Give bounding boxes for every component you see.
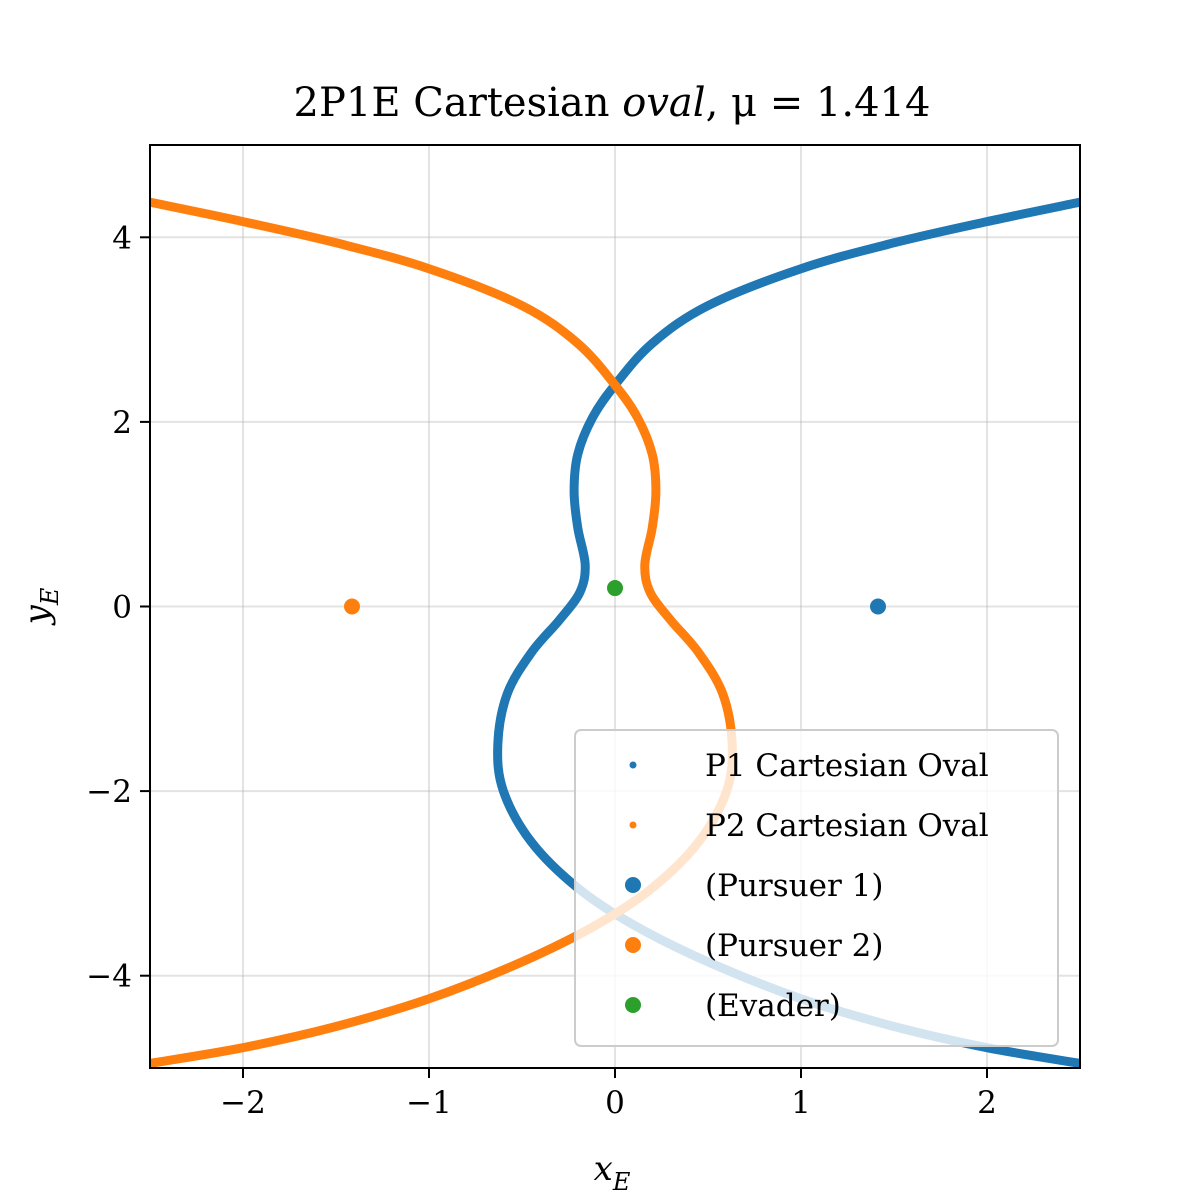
evader-legend-label: (Evader) [705, 988, 841, 1024]
p2-cartesian-oval-legend-label: P2 Cartesian Oval [705, 808, 989, 844]
y-tick-label: −4 [86, 959, 132, 995]
legend-box [574, 729, 1059, 1047]
x-tick-label: 2 [977, 1085, 997, 1121]
p1-cartesian-oval-legend-marker [629, 761, 637, 769]
x-axis-label-base: x [594, 1149, 613, 1189]
evader-legend-marker [625, 997, 641, 1013]
y-tick-label: 0 [112, 590, 132, 626]
pursuer-1-legend-marker [625, 877, 641, 893]
p2-cartesian-oval-curve [150, 197, 737, 1068]
ticks: −2 −1 0 1 2 −4 −2 0 2 4 [86, 220, 997, 1121]
y-axis-label: yE [17, 587, 64, 626]
y-tick-label: 2 [112, 405, 132, 441]
x-tick-label: 0 [605, 1085, 625, 1121]
evader-marker [607, 580, 623, 597]
y-tick-label: 4 [112, 220, 132, 256]
p1-cartesian-oval-legend-label: P1 Cartesian Oval [705, 748, 989, 784]
y-axis-label-base: y [17, 604, 57, 626]
pursuer-2-legend-label: (Pursuer 2) [705, 928, 883, 964]
x-axis-label: xE [594, 1149, 631, 1196]
pursuer-2-legend-marker [625, 937, 641, 953]
x-tick-label: 1 [791, 1085, 811, 1121]
x-tick-label: −2 [220, 1085, 266, 1121]
title-italic: oval [622, 80, 705, 126]
y-tick-label: −2 [86, 774, 132, 810]
x-tick-label: −1 [406, 1085, 452, 1121]
x-axis-label-sub: E [612, 1168, 631, 1196]
pursuer-1-marker [870, 598, 887, 615]
p2-cartesian-oval-legend-marker [629, 821, 637, 829]
y-axis-label-sub: E [36, 587, 64, 606]
title-plain: 2P1E Cartesian [294, 80, 623, 126]
pursuer-2-marker [343, 598, 360, 615]
pursuer-1-legend-label: (Pursuer 1) [705, 868, 883, 904]
title-rest: , μ = 1.414 [706, 80, 931, 126]
markers [343, 580, 887, 615]
chart-title: 2P1E Cartesian oval, μ = 1.414 [294, 80, 931, 126]
legend: P1 Cartesian Oval P2 Cartesian Oval (Pursu… [574, 729, 1059, 1047]
